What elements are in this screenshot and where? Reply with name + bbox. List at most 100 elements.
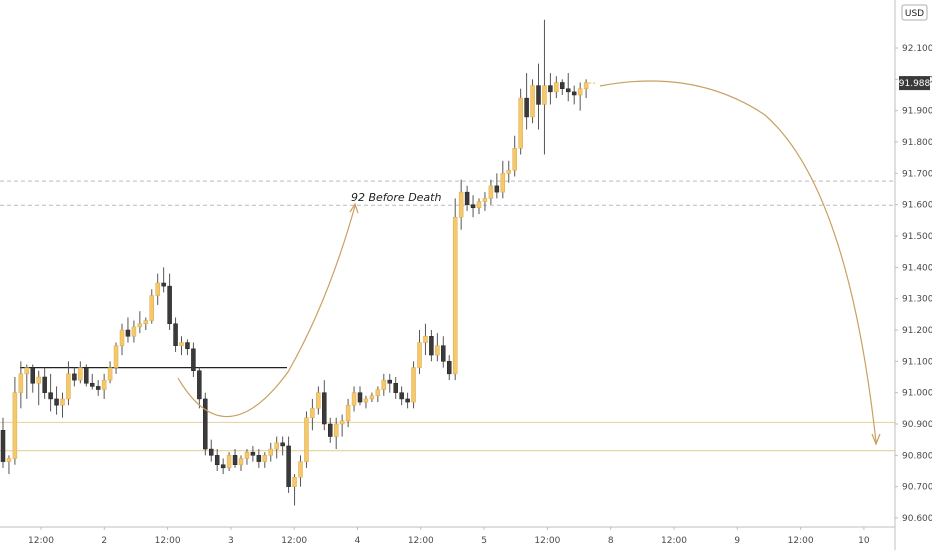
- candle: [542, 19, 547, 155]
- candle: [30, 364, 35, 393]
- candle: [226, 452, 232, 471]
- candle-body-up: [6, 458, 12, 462]
- y-tick-label: 91.100: [902, 357, 932, 367]
- candle: [262, 452, 268, 468]
- candle-body-down: [167, 285, 172, 324]
- candle-body-down: [387, 379, 392, 384]
- candle-body-down: [393, 383, 398, 393]
- candle: [250, 445, 256, 462]
- candle-body-down: [524, 97, 529, 118]
- candle: [583, 79, 589, 99]
- candle: [161, 267, 166, 293]
- candle-body-down: [95, 386, 101, 390]
- candle-body-up: [238, 458, 244, 465]
- candle: [577, 82, 583, 111]
- candle-body-up: [24, 367, 30, 375]
- candle: [84, 364, 89, 387]
- candle-body-down: [30, 367, 35, 384]
- x-tick-label: 2: [101, 536, 107, 546]
- x-tick-label: 4: [355, 536, 361, 546]
- candle: [18, 361, 24, 409]
- candle: [554, 76, 559, 99]
- candle: [470, 195, 476, 218]
- y-tick-label: 91.300: [902, 295, 932, 305]
- candle: [393, 377, 398, 399]
- candle-body-down: [560, 82, 565, 89]
- candle-body-up: [78, 367, 83, 381]
- candle-body-up: [66, 373, 71, 400]
- candle: [149, 289, 154, 324]
- candle-body-down: [322, 392, 327, 425]
- candle: [101, 373, 107, 399]
- x-tick-label: 5: [481, 536, 487, 546]
- projection-arrow-down: [599, 80, 877, 443]
- candle-body-up: [333, 423, 339, 437]
- y-tick-label: 91.600: [902, 201, 932, 211]
- candle: [12, 377, 18, 465]
- candle-body-up: [345, 404, 351, 422]
- candle: [280, 436, 285, 456]
- y-tick-label: 90.800: [902, 451, 932, 461]
- candle: [506, 160, 511, 183]
- projection-arrow-up: [177, 205, 356, 418]
- candle: [48, 373, 53, 412]
- y-tick-label: 91.900: [902, 107, 932, 117]
- candle: [316, 386, 321, 415]
- candle-body-down: [286, 445, 291, 487]
- candle-body-up: [518, 97, 523, 149]
- x-tick-label: 12:00: [534, 536, 560, 546]
- candle-body-up: [18, 373, 24, 393]
- candle-body-up: [179, 342, 184, 346]
- candle-body-down: [536, 85, 541, 105]
- candle-body-up: [113, 345, 119, 368]
- candle: [274, 436, 279, 459]
- candle-body-up: [423, 336, 428, 343]
- candle-body-up: [60, 398, 65, 406]
- currency-badge[interactable]: USD: [901, 4, 928, 21]
- x-tick-label: 9: [734, 536, 740, 546]
- candle-body-up: [506, 169, 511, 174]
- y-tick-label: 91.800: [902, 138, 932, 148]
- candle: [494, 173, 500, 199]
- candle: [375, 386, 381, 403]
- candle: [113, 342, 119, 374]
- candle: [54, 386, 59, 415]
- candle-body-down: [173, 323, 178, 346]
- candle: [256, 449, 262, 468]
- y-tick-label: 91.400: [902, 263, 932, 273]
- candle: [328, 417, 333, 443]
- candle-body-down: [405, 398, 410, 403]
- candle: [429, 330, 434, 362]
- candle-body-down: [48, 392, 53, 400]
- last-price-tag: 91.988: [899, 76, 931, 91]
- candle-body-down: [328, 423, 333, 437]
- candle: [244, 449, 250, 465]
- y-tick-label: 91.700: [902, 169, 932, 179]
- last-price-label: 91.988: [899, 79, 931, 89]
- candle-body-down: [84, 367, 89, 384]
- candle: [464, 185, 470, 211]
- candle: [203, 392, 208, 456]
- candle: [107, 361, 113, 384]
- candle-body-up: [452, 216, 458, 375]
- candle-body-down: [90, 383, 95, 387]
- candle: [333, 417, 339, 450]
- candle: [322, 380, 327, 431]
- candle: [36, 370, 41, 406]
- candle-body-down: [548, 85, 553, 93]
- candle: [441, 336, 446, 368]
- candle: [298, 455, 303, 487]
- candle-body-up: [226, 455, 232, 469]
- candle-body-down: [256, 455, 262, 462]
- candle: [155, 273, 160, 305]
- candle: [482, 192, 488, 211]
- candle: [42, 367, 47, 399]
- candle-body-up: [583, 82, 589, 89]
- candle-body-up: [530, 85, 535, 118]
- candle: [447, 355, 452, 381]
- candle-body-down: [214, 455, 220, 465]
- candle-body-up: [482, 198, 488, 202]
- candle: [476, 198, 482, 215]
